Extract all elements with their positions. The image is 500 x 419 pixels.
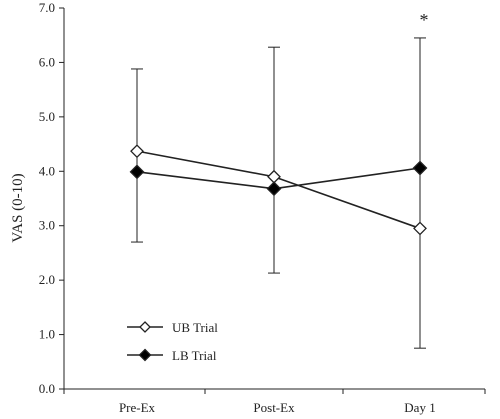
ub-trial-point <box>413 221 427 236</box>
y-tick-label: 5.0 <box>39 109 55 124</box>
ub-trial-point <box>267 169 281 184</box>
ub-trial-point <box>130 144 144 159</box>
legend: UB Trial LB Trial <box>127 320 218 363</box>
lb-trial-point <box>129 164 145 180</box>
lb-trial-point <box>412 160 428 176</box>
y-tick-label: 2.0 <box>39 272 55 287</box>
y-tick-label: 4.0 <box>39 163 55 178</box>
legend-marker <box>139 321 151 333</box>
y-tick-label: 0.0 <box>39 381 55 396</box>
x-tick-label: Pre-Ex <box>119 400 156 415</box>
lb-trial-point <box>266 181 282 197</box>
significance-asterisk: * <box>420 10 429 30</box>
legend-marker <box>138 348 152 362</box>
y-tick-label: 3.0 <box>39 218 55 233</box>
legend-label: UB Trial <box>172 320 218 335</box>
x-tick-label: Day 1 <box>404 400 435 415</box>
legend-label: LB Trial <box>172 348 217 363</box>
y-tick-label: 6.0 <box>39 54 55 69</box>
series-markers <box>129 144 428 236</box>
y-tick-label: 1.0 <box>39 327 55 342</box>
y-axis-title: VAS (0-10) <box>10 173 26 242</box>
x-tick-label: Post-Ex <box>253 400 295 415</box>
y-tick-label: 7.0 <box>39 0 55 15</box>
axes: 0.0 1.0 2.0 3.0 4.0 5.0 6.0 7.0 Pre-Ex Post-Ex Day… <box>39 0 486 415</box>
error-bars <box>131 37 426 349</box>
